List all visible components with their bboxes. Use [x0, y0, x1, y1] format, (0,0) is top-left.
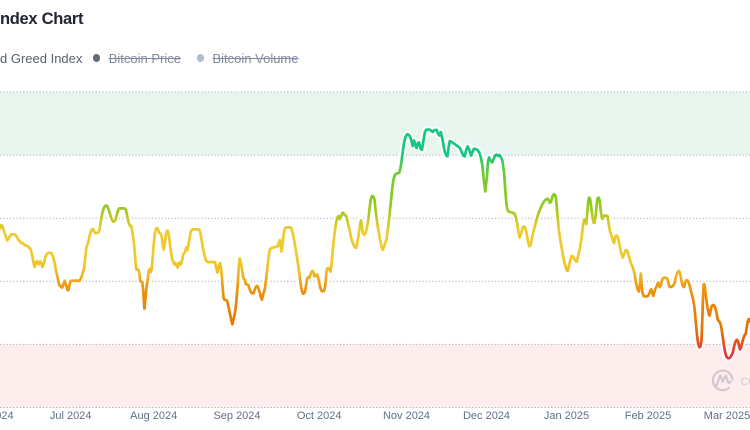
svg-text:co: co [741, 373, 750, 390]
